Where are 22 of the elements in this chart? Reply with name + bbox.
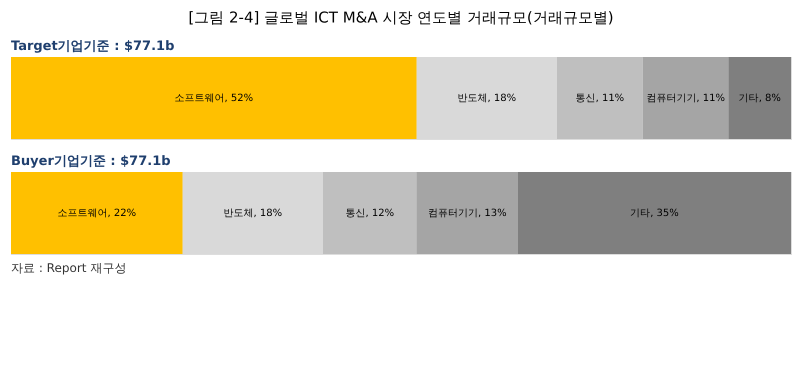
bar [518,172,791,254]
bar [557,57,643,139]
data-label: 컴퓨터기기, 13% [428,208,507,219]
data-label: 기타, 8% [738,93,781,104]
data-label: 기타, 35% [630,208,679,219]
chart-subtitle: Buyer기업기준 : $77.1b [11,154,171,169]
bar [642,57,729,139]
chart-subtitle: Target기업기준 : $77.1b [11,39,174,54]
bar [11,172,183,254]
data-label: 반도체, 18% [224,208,282,219]
bar [416,172,518,254]
bar [728,57,791,139]
chart-title: [그림 2-4] 글로벌 ICT M&A 시장 연도별 거래규모(거래규모별) [188,8,614,26]
data-label: 반도체, 18% [458,93,516,104]
data-label: 소프트웨어, 52% [174,93,254,104]
data-label: 통신, 12% [346,208,394,219]
data-label: 통신, 11% [576,93,624,104]
data-label: 소프트웨어, 22% [58,208,136,219]
data-label: 컴퓨터기기, 11% [646,93,725,104]
bar [323,172,417,254]
bar [11,57,417,139]
text: 자료 : Report 재구성 [11,261,126,275]
